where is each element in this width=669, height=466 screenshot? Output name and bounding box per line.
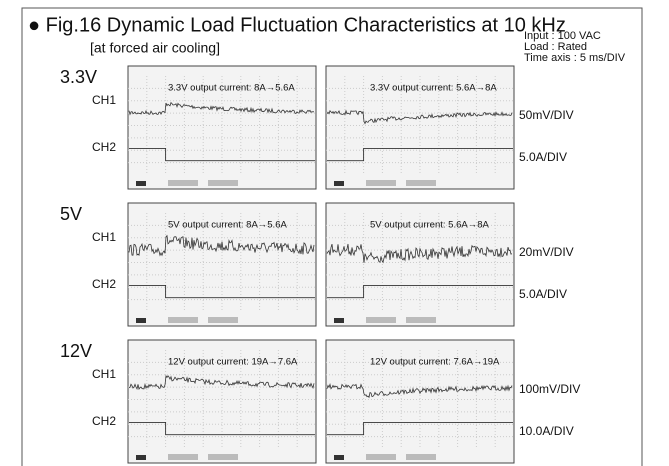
panel-title: 3.3V output current: 8A→5.6A bbox=[168, 83, 295, 94]
scope-status bbox=[334, 318, 344, 323]
scale-label: 100mV/DIV bbox=[519, 382, 580, 396]
scope-status bbox=[208, 180, 238, 186]
condition: Time axis : 5 ms/DIV bbox=[524, 52, 626, 64]
scope-status bbox=[168, 317, 198, 323]
scope-panel: 5V output current: 5.6A→8A bbox=[326, 203, 514, 326]
scope-status bbox=[168, 180, 198, 186]
panel-title: 5V output current: 5.6A→8A bbox=[370, 220, 489, 231]
panel-title: 5V output current: 8A→5.6A bbox=[168, 220, 287, 231]
scope-status bbox=[208, 317, 238, 323]
channel-label: CH2 bbox=[92, 140, 116, 154]
scale-label: 5.0A/DIV bbox=[519, 150, 567, 164]
channel-label: CH2 bbox=[92, 414, 116, 428]
panel-title: 3.3V output current: 5.6A→8A bbox=[370, 83, 497, 94]
figure-title: ● Fig.16 Dynamic Load Fluctuation Charac… bbox=[28, 14, 566, 36]
scope-panel: 12V output current: 7.6A→19A bbox=[326, 340, 514, 463]
scope-status bbox=[406, 180, 436, 186]
scope-status bbox=[366, 454, 396, 460]
channel-label: CH1 bbox=[92, 367, 116, 381]
scope-panel: 5V output current: 8A→5.6A bbox=[128, 203, 316, 326]
rail-label: 12V bbox=[60, 341, 92, 361]
scale-label: 50mV/DIV bbox=[519, 108, 574, 122]
channel-label: CH2 bbox=[92, 277, 116, 291]
rail-label: 3.3V bbox=[60, 67, 97, 87]
scope-status bbox=[366, 180, 396, 186]
scope-status bbox=[136, 181, 146, 186]
scale-label: 20mV/DIV bbox=[519, 245, 574, 259]
figure-page: ● Fig.16 Dynamic Load Fluctuation Charac… bbox=[0, 0, 669, 466]
channel-label: CH1 bbox=[92, 93, 116, 107]
rail-label: 5V bbox=[60, 204, 82, 224]
scope-status bbox=[406, 317, 436, 323]
panel-title: 12V output current: 19A→7.6A bbox=[168, 357, 298, 368]
scope-status bbox=[406, 454, 436, 460]
scale-label: 10.0A/DIV bbox=[519, 424, 574, 438]
scale-label: 5.0A/DIV bbox=[519, 287, 567, 301]
scope-panel: 3.3V output current: 5.6A→8A bbox=[326, 66, 514, 189]
scope-status bbox=[168, 454, 198, 460]
figure-subtitle: [at forced air cooling] bbox=[90, 40, 220, 56]
scope-panel: 3.3V output current: 8A→5.6A bbox=[128, 66, 316, 189]
scope-status bbox=[334, 455, 344, 460]
channel-label: CH1 bbox=[92, 230, 116, 244]
panel-title: 12V output current: 7.6A→19A bbox=[370, 357, 500, 368]
scope-status bbox=[208, 454, 238, 460]
scope-panel: 12V output current: 19A→7.6A bbox=[128, 340, 316, 463]
scope-status bbox=[366, 317, 396, 323]
scope-status bbox=[136, 455, 146, 460]
scope-status bbox=[136, 318, 146, 323]
scope-status bbox=[334, 181, 344, 186]
